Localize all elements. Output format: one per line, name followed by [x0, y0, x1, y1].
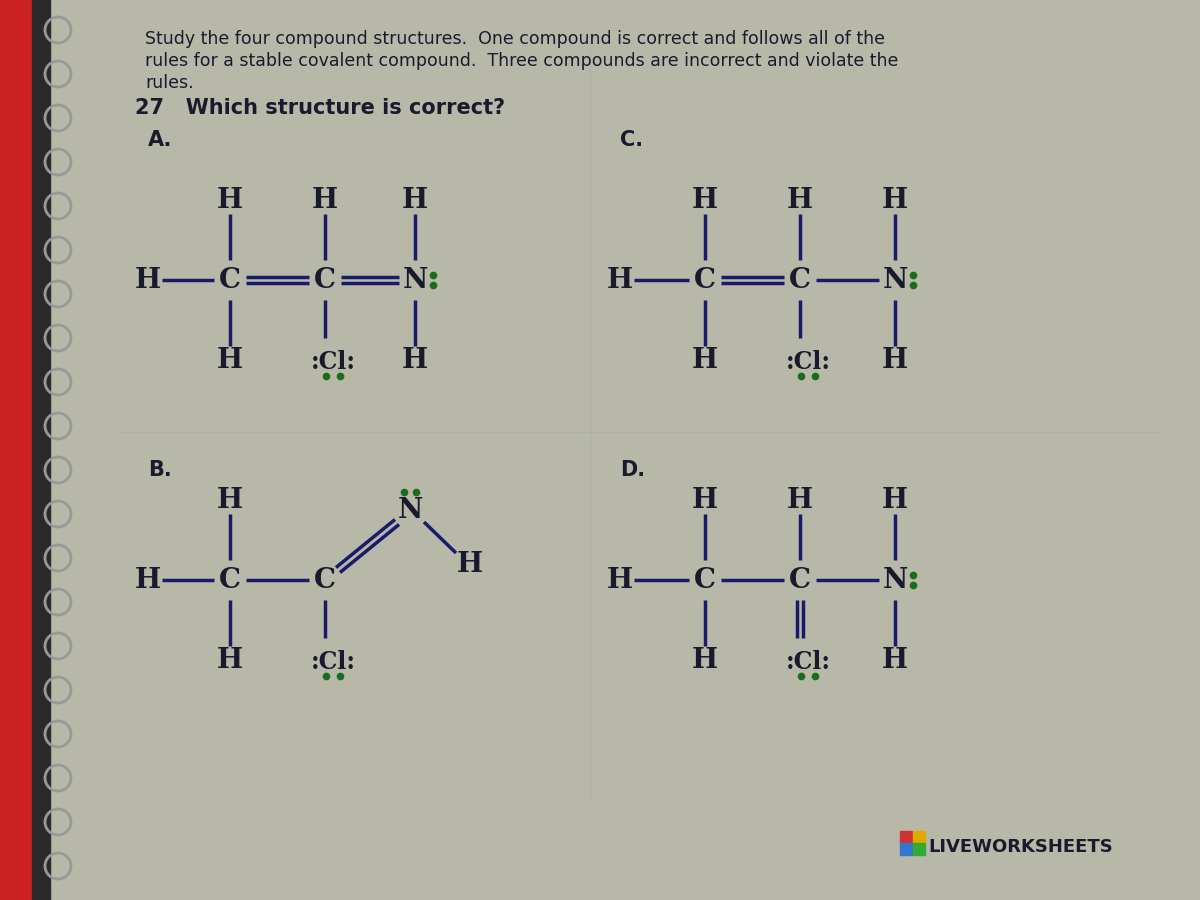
Text: N: N — [882, 266, 907, 293]
Text: :Cl:: :Cl: — [786, 650, 830, 674]
Text: H: H — [134, 266, 161, 293]
Bar — [900, 843, 912, 855]
Text: B.: B. — [148, 460, 172, 480]
Text: H: H — [217, 487, 244, 514]
Text: C: C — [314, 566, 336, 593]
Text: H: H — [402, 186, 428, 213]
Text: H: H — [217, 186, 244, 213]
Text: rules.: rules. — [145, 74, 193, 92]
Text: H: H — [692, 186, 718, 213]
Text: H: H — [787, 487, 814, 514]
Text: C: C — [694, 266, 716, 293]
Text: C: C — [790, 566, 811, 593]
Text: A.: A. — [148, 130, 173, 150]
Text: C: C — [220, 566, 241, 593]
Text: H: H — [692, 646, 718, 673]
Text: C.: C. — [620, 130, 643, 150]
Text: 27   Which structure is correct?: 27 Which structure is correct? — [134, 98, 505, 118]
Text: H: H — [217, 646, 244, 673]
Text: C: C — [694, 566, 716, 593]
Text: H: H — [607, 566, 634, 593]
Text: H: H — [402, 346, 428, 374]
Text: N: N — [402, 266, 427, 293]
Text: :Cl:: :Cl: — [786, 350, 830, 374]
Text: LIVEWORKSHEETS: LIVEWORKSHEETS — [928, 838, 1112, 856]
Text: :Cl:: :Cl: — [311, 650, 355, 674]
Text: C: C — [314, 266, 336, 293]
Text: D.: D. — [620, 460, 646, 480]
Text: H: H — [217, 346, 244, 374]
Text: H: H — [787, 186, 814, 213]
Text: Study the four compound structures.  One compound is correct and follows all of : Study the four compound structures. One … — [145, 30, 886, 48]
Text: H: H — [882, 346, 908, 374]
Text: H: H — [312, 186, 338, 213]
Text: N: N — [882, 566, 907, 593]
Text: H: H — [134, 566, 161, 593]
Text: N: N — [397, 497, 422, 524]
Text: H: H — [882, 646, 908, 673]
Text: rules for a stable covalent compound.  Three compounds are incorrect and violate: rules for a stable covalent compound. Th… — [145, 52, 899, 70]
Bar — [0, 0, 32, 900]
Text: H: H — [882, 487, 908, 514]
Text: C: C — [220, 266, 241, 293]
Text: H: H — [692, 346, 718, 374]
Bar — [913, 843, 925, 855]
Bar — [913, 831, 925, 843]
Bar — [32, 0, 50, 900]
Text: C: C — [790, 266, 811, 293]
Text: :Cl:: :Cl: — [311, 350, 355, 374]
Text: H: H — [607, 266, 634, 293]
Text: H: H — [457, 552, 484, 579]
Text: H: H — [692, 487, 718, 514]
Text: H: H — [882, 186, 908, 213]
Bar — [900, 831, 912, 843]
